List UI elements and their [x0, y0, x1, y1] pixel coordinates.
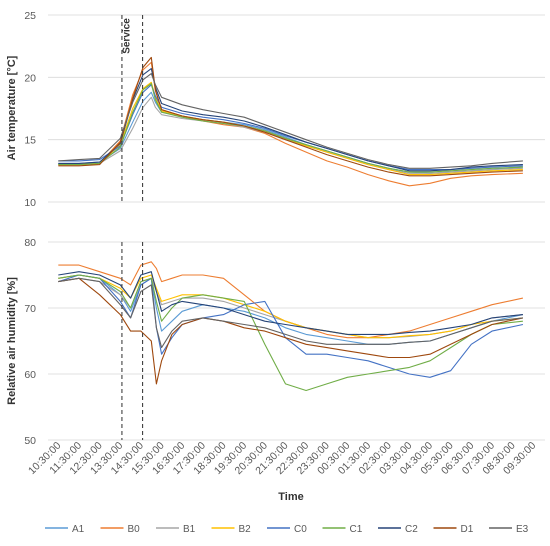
series-line-d1 — [58, 56, 523, 177]
y-tick-label: 20 — [24, 72, 36, 84]
y-axis-title: Air temperature [°C] — [6, 55, 18, 160]
y-tick-label: 50 — [24, 435, 36, 447]
series-line-c1 — [58, 274, 523, 392]
chart-panel-1: 10 15 20 25 Air temperature [°C] Service — [6, 10, 545, 209]
y-tick-label: 15 — [24, 135, 36, 147]
series-line-b0 — [58, 61, 523, 187]
y-tick-label: 80 — [24, 237, 36, 249]
series-line-b2 — [58, 81, 523, 176]
legend-label: B2 — [239, 524, 252, 535]
y-tick-label: 60 — [24, 369, 36, 381]
legend-label: D1 — [461, 524, 474, 535]
series-line-c2 — [58, 271, 523, 335]
series-line-a1 — [58, 91, 523, 174]
series-line-b1 — [58, 96, 523, 174]
legend-label: A1 — [72, 524, 85, 535]
x-axis-title: Time — [278, 491, 303, 503]
y-tick-label: 10 — [24, 197, 36, 209]
series-line-d1 — [58, 277, 524, 385]
legend-label: C0 — [294, 524, 307, 535]
series-line-c2 — [58, 68, 523, 172]
series-line-c0 — [58, 274, 524, 378]
y-tick-label: 70 — [24, 303, 36, 315]
legend: A1 B0 B1 B2 C0 C1 C2 D1 E3 — [45, 524, 529, 535]
y-axis-title: Relative air humidity [%] — [6, 277, 18, 405]
series-line-c0 — [58, 84, 523, 171]
legend-label: B0 — [128, 524, 141, 535]
legend-label: C2 — [405, 524, 418, 535]
series-line-b0 — [58, 261, 524, 339]
series-line-c1 — [58, 83, 523, 173]
series-line-e3 — [58, 73, 523, 169]
legend-label: C1 — [350, 524, 363, 535]
service-annotation: Service — [121, 18, 132, 54]
legend-label: E3 — [516, 524, 529, 535]
series-line-e3 — [58, 277, 523, 349]
y-tick-label: 25 — [24, 10, 36, 22]
legend-label: B1 — [183, 524, 196, 535]
